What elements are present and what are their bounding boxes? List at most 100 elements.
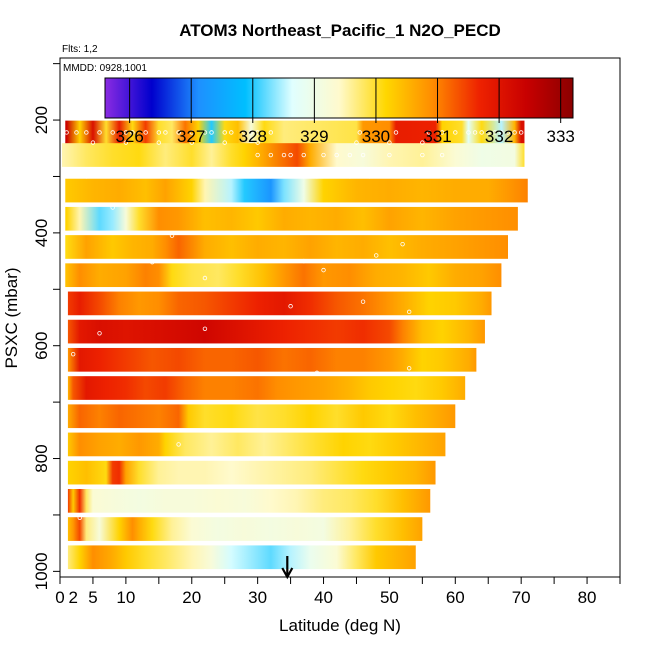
data-point [347, 174, 353, 179]
x-axis-label: Latitude (deg N) [279, 616, 401, 635]
data-point [84, 174, 89, 179]
heatmap-band [67, 460, 436, 485]
data-point [189, 140, 194, 145]
x-tick-label: 2 [68, 588, 77, 607]
data-point [360, 152, 366, 158]
data-point [466, 130, 471, 135]
y-tick-label: 800 [32, 444, 51, 472]
x-axis: 0 2 5 10 20 30 40 50 60 70 80 [55, 577, 621, 607]
y-tick-label: 400 [32, 219, 51, 247]
data-point [499, 130, 504, 135]
data-point [64, 130, 69, 135]
data-point [492, 130, 498, 135]
data-point [163, 130, 168, 135]
data-point [301, 258, 306, 264]
data-point [97, 569, 102, 574]
colorbar-tick-label: 331 [423, 127, 451, 146]
data-point [255, 140, 260, 145]
colorbar-ticks: 326 327 328 329 330 331 332 333 [115, 78, 575, 146]
data-point [123, 140, 129, 145]
data-point [321, 152, 326, 158]
data-point [209, 130, 214, 135]
data-point [268, 174, 274, 179]
data-point [242, 130, 247, 135]
data-point [169, 233, 175, 238]
x-tick-label: 30 [248, 588, 267, 607]
heatmap-band [67, 517, 423, 541]
data-point [518, 130, 524, 135]
data-point [288, 152, 293, 158]
data-point [110, 205, 115, 210]
data-point [301, 152, 306, 158]
data-point [176, 130, 181, 135]
x-tick-label: 80 [578, 588, 597, 607]
y-tick-label: 1000 [32, 552, 51, 590]
data-point [321, 267, 326, 273]
y-tick-label: 200 [32, 106, 51, 134]
colorbar-tick-label: 332 [485, 127, 513, 146]
data-point [90, 140, 96, 145]
data-point [202, 326, 208, 331]
data-point [143, 130, 148, 135]
heatmap-band [65, 206, 518, 231]
data-point [74, 130, 79, 135]
data-point [360, 299, 366, 304]
data-point [472, 130, 478, 135]
y-tick-label: 600 [32, 332, 51, 360]
data-point [486, 130, 491, 135]
data-point [189, 130, 194, 135]
data-point [196, 174, 201, 179]
data-point [439, 152, 445, 158]
colorbar-gradient [104, 77, 574, 119]
data-point [176, 442, 181, 447]
x-tick-label: 20 [182, 588, 201, 607]
data-point-markers [64, 130, 524, 574]
data-point [420, 152, 425, 158]
data-point [229, 130, 234, 135]
heatmap-band [67, 347, 477, 372]
marker-head [281, 567, 294, 580]
data-point [314, 370, 320, 375]
colorbar-tick-label: 326 [115, 127, 143, 146]
data-point [439, 130, 445, 135]
heatmap-bands [61, 94, 528, 570]
data-point [479, 130, 484, 135]
colorbar-tick-label: 328 [239, 127, 267, 146]
data-point [406, 309, 412, 315]
x-tick-label: 50 [380, 588, 399, 607]
data-point [202, 275, 208, 281]
data-point [150, 569, 155, 574]
data-point [420, 140, 425, 145]
plot-frame [59, 57, 621, 578]
data-point [222, 140, 227, 145]
data-point [222, 130, 227, 135]
x-tick-label: 0 [55, 588, 64, 607]
data-point [110, 130, 115, 135]
data-point [123, 130, 129, 135]
data-point [347, 152, 353, 158]
heatmap-band [65, 178, 528, 203]
heatmap-band [65, 120, 525, 145]
data-point [426, 130, 432, 135]
data-point [156, 140, 162, 145]
data-point [97, 130, 102, 135]
data-point [374, 253, 379, 258]
chart-title: ATOM3 Northeast_Pacific_1 N2O_PECD [179, 21, 501, 40]
data-point [156, 130, 162, 135]
heatmap-band [67, 291, 492, 316]
heatmap-band [67, 545, 416, 570]
x-tick-label: 5 [88, 588, 97, 607]
heatmap-band [67, 319, 485, 344]
data-point [255, 130, 260, 135]
colorbar-tick-label: 330 [362, 127, 390, 146]
data-point [130, 130, 135, 135]
data-point [281, 152, 287, 158]
data-point [387, 152, 392, 158]
data-point [288, 304, 293, 309]
heatmap-band [65, 263, 502, 288]
latitude-marker-arrow [281, 556, 294, 580]
heatmap-band [67, 488, 431, 513]
heatmap-band [67, 404, 456, 429]
data-point [255, 152, 260, 158]
